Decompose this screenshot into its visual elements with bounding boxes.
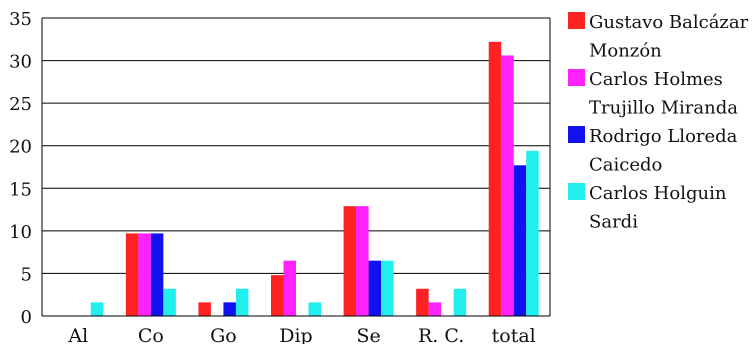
bar-co-series-4 <box>163 288 176 316</box>
legend-swatch-series-2 <box>568 69 585 86</box>
x-tick-label-co: Co <box>138 325 164 344</box>
bar-se-series-1 <box>343 206 357 316</box>
legend-label-series-3-line-1: Rodrigo Lloreda <box>589 126 738 147</box>
bars <box>90 41 539 317</box>
bar-co-series-2 <box>138 233 151 316</box>
bar-dip-series-2 <box>283 260 296 316</box>
bar-total-series-1 <box>488 41 502 317</box>
grid-lines <box>42 17 550 274</box>
bar-go-series-3 <box>223 302 236 316</box>
bar-co-series-3 <box>150 233 164 316</box>
bar-total-series-2 <box>501 55 514 316</box>
bar-se-series-3 <box>368 260 382 316</box>
bar-se-series-4 <box>381 260 394 316</box>
bar-co-series-1 <box>125 233 139 316</box>
tick-labels: 0 5 10 15 20 25 30 35 Al Co Go Dip Se R. C. total <box>9 9 536 344</box>
x-tick-label-total: total <box>492 325 536 344</box>
legend-label-series-4-line-2: Sardi <box>589 212 638 233</box>
legend-swatch-series-4 <box>568 183 585 200</box>
bar-rc-series-4 <box>453 288 467 316</box>
bar-total-series-3 <box>513 165 527 316</box>
bar-dip-series-4 <box>308 302 321 316</box>
x-tick-label-dip: Dip <box>279 325 312 344</box>
x-tick-label-rc: R. C. <box>418 325 464 344</box>
x-tick-label-go: Go <box>210 325 237 344</box>
bar-go-series-4 <box>235 288 249 316</box>
legend-swatch-series-3 <box>568 126 585 143</box>
bar-al-series-4 <box>90 302 104 316</box>
legend: Gustavo Balcázar Monzón Carlos Holmes Truji… <box>568 12 749 233</box>
legend-label-series-1-line-2: Monzón <box>589 41 662 62</box>
y-tick-label-5: 5 <box>21 264 32 285</box>
legend-label-series-3-line-2: Caicedo <box>589 155 662 176</box>
x-tick-label-al: Al <box>67 325 88 344</box>
x-tick-label-se: Se <box>356 325 380 344</box>
y-tick-label-30: 30 <box>9 52 32 73</box>
legend-label-series-4-line-1: Carlos Holguin <box>589 183 727 204</box>
bar-go-series-1 <box>198 302 211 316</box>
legend-label-series-2-line-2: Trujillo Miranda <box>589 98 738 119</box>
y-tick-label-25: 25 <box>9 94 32 115</box>
bar-dip-series-1 <box>271 275 284 316</box>
bar-rc-series-2 <box>428 302 442 316</box>
y-tick-label-0: 0 <box>21 307 32 328</box>
bar-rc-series-1 <box>416 288 429 316</box>
y-tick-label-35: 35 <box>9 9 32 30</box>
y-tick-label-10: 10 <box>9 222 32 243</box>
bar-total-series-4 <box>526 150 539 316</box>
legend-label-series-2-line-1: Carlos Holmes <box>589 69 723 90</box>
bar-se-series-2 <box>356 206 369 316</box>
legend-label-series-1-line-1: Gustavo Balcázar <box>589 12 749 33</box>
axes <box>41 18 551 317</box>
y-tick-label-15: 15 <box>9 179 32 200</box>
legend-swatch-series-1 <box>568 12 585 29</box>
y-tick-label-20: 20 <box>9 137 32 158</box>
